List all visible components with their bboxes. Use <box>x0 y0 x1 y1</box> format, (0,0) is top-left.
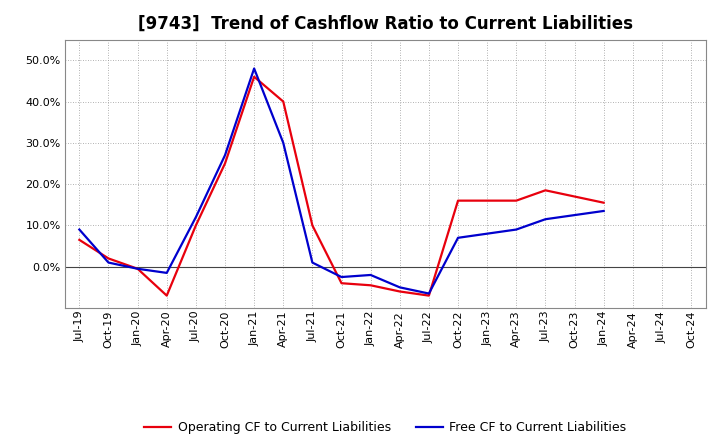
Operating CF to Current Liabilities <box>220 161 229 166</box>
Operating CF to Current Liabilities <box>395 289 404 294</box>
Operating CF to Current Liabilities <box>425 293 433 298</box>
Free CF to Current Liabilities <box>366 272 375 278</box>
Free CF to Current Liabilities <box>279 140 287 146</box>
Free CF to Current Liabilities <box>395 285 404 290</box>
Operating CF to Current Liabilities <box>75 237 84 242</box>
Operating CF to Current Liabilities <box>250 74 258 79</box>
Free CF to Current Liabilities <box>337 275 346 280</box>
Free CF to Current Liabilities <box>250 66 258 71</box>
Operating CF to Current Liabilities <box>366 282 375 288</box>
Operating CF to Current Liabilities <box>541 188 550 193</box>
Operating CF to Current Liabilities <box>279 99 287 104</box>
Free CF to Current Liabilities <box>454 235 462 240</box>
Legend: Operating CF to Current Liabilities, Free CF to Current Liabilities: Operating CF to Current Liabilities, Fre… <box>139 416 631 439</box>
Operating CF to Current Liabilities <box>454 198 462 203</box>
Free CF to Current Liabilities <box>425 291 433 296</box>
Operating CF to Current Liabilities <box>133 266 142 271</box>
Free CF to Current Liabilities <box>163 270 171 275</box>
Free CF to Current Liabilities <box>599 208 608 213</box>
Free CF to Current Liabilities <box>541 216 550 222</box>
Free CF to Current Liabilities <box>483 231 492 236</box>
Free CF to Current Liabilities <box>133 266 142 271</box>
Free CF to Current Liabilities <box>192 215 200 220</box>
Operating CF to Current Liabilities <box>337 281 346 286</box>
Operating CF to Current Liabilities <box>570 194 579 199</box>
Line: Free CF to Current Liabilities: Free CF to Current Liabilities <box>79 69 603 293</box>
Operating CF to Current Liabilities <box>512 198 521 203</box>
Free CF to Current Liabilities <box>570 213 579 218</box>
Operating CF to Current Liabilities <box>163 293 171 298</box>
Title: [9743]  Trend of Cashflow Ratio to Current Liabilities: [9743] Trend of Cashflow Ratio to Curren… <box>138 15 633 33</box>
Operating CF to Current Liabilities <box>104 256 113 261</box>
Free CF to Current Liabilities <box>308 260 317 265</box>
Line: Operating CF to Current Liabilities: Operating CF to Current Liabilities <box>79 77 603 296</box>
Operating CF to Current Liabilities <box>599 200 608 205</box>
Free CF to Current Liabilities <box>512 227 521 232</box>
Operating CF to Current Liabilities <box>192 223 200 228</box>
Free CF to Current Liabilities <box>75 227 84 232</box>
Operating CF to Current Liabilities <box>483 198 492 203</box>
Free CF to Current Liabilities <box>104 260 113 265</box>
Free CF to Current Liabilities <box>220 153 229 158</box>
Operating CF to Current Liabilities <box>308 223 317 228</box>
